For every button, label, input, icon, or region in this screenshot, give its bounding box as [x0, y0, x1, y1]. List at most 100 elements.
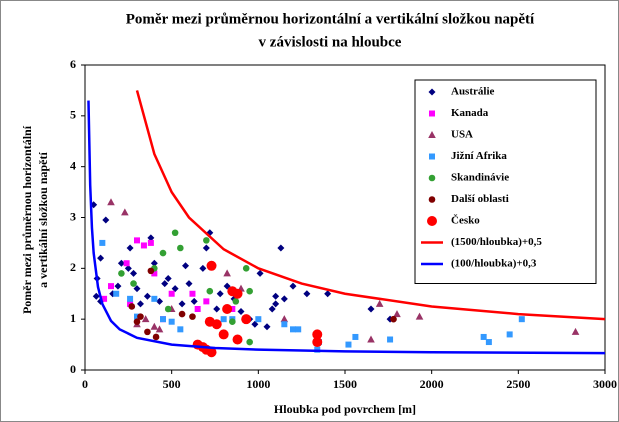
point [137, 313, 144, 320]
x-tick-label: 500 [163, 377, 181, 391]
legend-label: Skandinávie [451, 172, 509, 184]
point [102, 216, 110, 224]
point [144, 328, 151, 336]
legend-label: Česko [451, 214, 480, 227]
point [506, 331, 513, 338]
point [118, 270, 125, 277]
point [147, 239, 154, 246]
point [290, 326, 296, 333]
y-tick-label: 5 [70, 108, 76, 122]
point [126, 244, 134, 252]
y-axis-label: Poměr mezi průměrnou horizontální [20, 125, 34, 314]
point [168, 290, 175, 297]
y-tick-label: 2 [70, 260, 76, 274]
legend-box [414, 79, 597, 284]
point [280, 295, 288, 303]
point [222, 304, 233, 314]
x-tick-label: 0 [82, 377, 88, 391]
point [177, 326, 184, 333]
point [255, 316, 262, 323]
legend-marker [427, 216, 437, 226]
legend-label: Austrálie [451, 86, 495, 98]
point [216, 290, 224, 298]
point [99, 239, 106, 246]
point [223, 269, 231, 277]
point [128, 303, 136, 310]
point [123, 260, 130, 267]
point [171, 285, 179, 293]
point [164, 305, 172, 313]
y-tick-label: 0 [70, 362, 76, 376]
x-tick-label: 1000 [246, 377, 270, 391]
legend-label: USA [451, 129, 473, 141]
point [97, 254, 105, 262]
point [178, 300, 186, 308]
point [246, 287, 253, 295]
point [108, 283, 114, 290]
point [178, 310, 186, 318]
point [263, 323, 271, 331]
point [164, 275, 172, 282]
point [246, 338, 253, 346]
point [485, 339, 492, 346]
point [367, 305, 375, 313]
point [189, 313, 196, 320]
point [256, 269, 264, 277]
x-tick-label: 1500 [333, 377, 357, 391]
point [133, 285, 141, 293]
point [206, 347, 217, 358]
y-tick-label: 1 [70, 311, 76, 325]
point [229, 306, 236, 312]
point [199, 264, 207, 272]
point [571, 327, 580, 335]
point [141, 315, 150, 323]
point [151, 270, 158, 277]
curve [135, 90, 606, 321]
point [232, 334, 243, 345]
point [272, 300, 280, 308]
point [159, 249, 167, 257]
y-tick-label: 3 [70, 209, 76, 223]
point [92, 292, 100, 300]
legend-marker [428, 131, 436, 138]
point [352, 333, 359, 340]
point [268, 305, 276, 313]
point [185, 280, 193, 288]
point [150, 322, 159, 330]
y-tick-label: 4 [70, 158, 76, 172]
point [242, 265, 250, 272]
point [127, 295, 134, 302]
point [189, 290, 196, 297]
legend-label: Kanada [451, 107, 489, 119]
point [281, 321, 288, 328]
point [161, 280, 169, 288]
legend-marker [429, 110, 435, 117]
point [147, 267, 155, 275]
point [177, 244, 184, 252]
legend-label: Jižní Afrika [451, 150, 507, 162]
point [130, 280, 137, 287]
point [213, 305, 221, 313]
point [229, 318, 236, 326]
point [206, 287, 214, 295]
point [295, 326, 302, 333]
y-tick-label: 6 [70, 57, 76, 71]
point [156, 297, 164, 305]
point [393, 310, 401, 318]
point [367, 335, 375, 343]
point [251, 320, 259, 328]
legend-label: (1500/hloubka)+0,5 [451, 236, 542, 248]
point [101, 295, 108, 302]
point [160, 316, 166, 323]
x-tick-label: 2000 [420, 377, 444, 391]
point [345, 341, 352, 348]
chart-title: Poměr mezi průměrnou horizontální a vert… [126, 11, 535, 27]
legend-marker [429, 153, 435, 160]
point [151, 295, 158, 302]
point [289, 282, 297, 290]
point [143, 292, 151, 300]
y-axis-label: a vertikální složkou napětí [36, 151, 50, 287]
point [211, 319, 222, 330]
point [117, 259, 125, 267]
